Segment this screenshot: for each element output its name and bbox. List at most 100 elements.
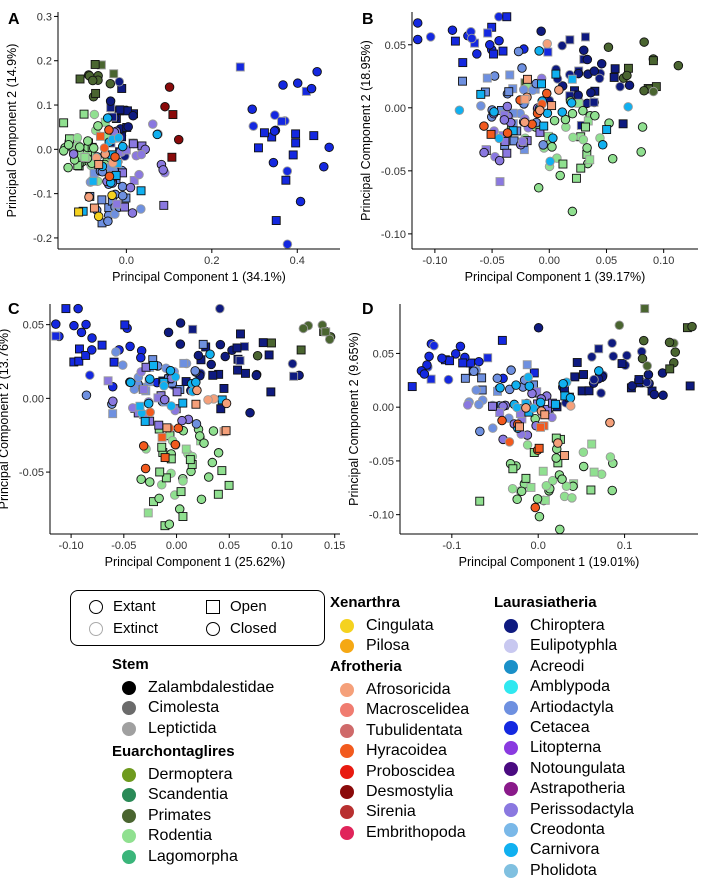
data-point (502, 12, 512, 22)
data-point (483, 28, 493, 38)
data-point (605, 452, 616, 462)
data-point (170, 439, 181, 450)
data-point (81, 390, 92, 401)
data-point (155, 467, 165, 477)
legend-extant-label: Extant (113, 598, 156, 615)
data-point (519, 117, 530, 128)
data-point (110, 209, 120, 219)
data-point (145, 407, 155, 417)
legend-item: Zalambdalestidae (122, 678, 274, 698)
data-point (181, 444, 191, 454)
legend-extinct: Extinct (89, 620, 158, 637)
legend-swatch (340, 805, 354, 820)
data-point (178, 476, 188, 486)
data-point (165, 365, 176, 376)
data-point (296, 345, 306, 355)
data-point (474, 399, 484, 410)
legend-swatch (340, 703, 354, 718)
data-point (565, 401, 576, 411)
y-tick-label: -0.10 (369, 510, 394, 522)
y-tick-label: -0.2 (33, 233, 52, 245)
legend-item-label: Creodonta (530, 821, 605, 838)
data-point (240, 342, 250, 352)
data-point (72, 132, 83, 143)
data-point (637, 122, 648, 132)
y-tick-label: 0.05 (373, 348, 394, 360)
data-point (156, 480, 167, 490)
data-point (412, 34, 423, 45)
data-point (475, 496, 485, 506)
data-point (175, 318, 186, 328)
panel-letter: B (362, 11, 374, 28)
data-point (188, 324, 198, 334)
data-point (232, 343, 242, 353)
data-point (454, 105, 465, 116)
data-point (73, 303, 83, 314)
data-point (136, 149, 147, 160)
data-point (113, 132, 124, 143)
data-point (640, 304, 650, 314)
y-tick-label: -0.1 (33, 189, 52, 201)
data-point (579, 45, 589, 55)
open-square-icon (206, 599, 220, 614)
data-point (623, 102, 633, 112)
data-point (145, 374, 155, 384)
data-point (295, 196, 306, 207)
data-point (558, 159, 568, 169)
data-point (266, 387, 276, 397)
data-point (128, 110, 138, 121)
legend-item: Afrosoricida (340, 680, 450, 700)
x-tick-label: 0.00 (166, 540, 187, 552)
data-point (168, 110, 178, 120)
data-point (117, 141, 128, 152)
legend-item-label: Rodentia (148, 827, 213, 845)
x-tick-label: 0.15 (324, 540, 345, 552)
legend-open: Open (206, 598, 267, 615)
data-point (268, 157, 279, 168)
data-point (75, 74, 85, 84)
data-point (497, 415, 507, 426)
data-point (586, 88, 596, 98)
data-point (549, 115, 560, 126)
data-point (104, 171, 115, 182)
data-point (492, 373, 503, 384)
data-point (499, 115, 510, 125)
legend-item-label: Desmostylia (366, 783, 454, 800)
data-point (235, 62, 245, 72)
data-point (560, 451, 570, 460)
data-point (241, 368, 250, 378)
data-point (95, 131, 105, 141)
data-point (685, 381, 695, 391)
data-point (643, 369, 654, 380)
data-point (523, 372, 534, 382)
data-point (594, 366, 604, 376)
data-point (97, 340, 107, 350)
data-point (107, 190, 117, 201)
data-point (135, 401, 145, 411)
data-point (450, 36, 460, 46)
data-point (551, 453, 561, 463)
data-point (578, 447, 589, 458)
data-point (235, 356, 245, 366)
data-point (103, 216, 113, 227)
data-point (196, 494, 207, 505)
data-point (114, 76, 125, 87)
legend-item-label: Carnivora (530, 841, 600, 859)
legend-swatch (340, 639, 354, 654)
data-point (507, 484, 518, 494)
data-point (578, 461, 589, 472)
y-tick-label: -0.05 (381, 166, 406, 178)
data-point (539, 121, 549, 131)
data-point (164, 519, 175, 530)
data-point (579, 370, 588, 379)
data-point (157, 432, 167, 442)
legend-swatch (340, 683, 354, 697)
data-point (537, 79, 546, 89)
legend-item-label: Cingulata (366, 617, 434, 634)
data-point (312, 67, 322, 77)
legend-swatch (340, 723, 354, 738)
data-point (557, 40, 567, 51)
legend-item-label: Perissodactyla (530, 800, 635, 818)
data-point (570, 372, 580, 382)
data-point (567, 108, 578, 119)
